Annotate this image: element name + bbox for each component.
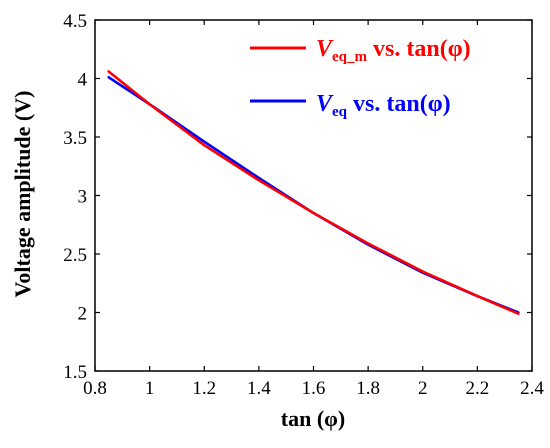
plot-frame — [94, 19, 533, 372]
x-tick-label: 2 — [418, 378, 428, 399]
y-tick-label: 4.5 — [63, 11, 87, 32]
y-tick-label: 3.5 — [63, 128, 87, 149]
axes-layer: 0.8 1 1.2 1.4 1.6 1.8 2 2.2 2.4 1.5 2 2.5 3 3.5 4 4.5 — [63, 11, 544, 399]
x-tick-label: 1.4 — [247, 378, 271, 399]
series-line-eq_m — [107, 70, 520, 315]
legend-label-var: V — [316, 36, 334, 62]
x-axis-label: tan (φ) — [281, 406, 345, 431]
legend-label-sub: eq_m — [332, 49, 368, 65]
series-line-eq — [107, 76, 520, 314]
legend-label-rest: vs. tan(φ) — [347, 91, 451, 117]
legend: Veq_m vs. tan(φ)Veq vs. tan(φ) — [250, 36, 471, 120]
x-tick-label: 0.8 — [83, 378, 107, 399]
y-axis-label: Voltage amplitude (V) — [10, 91, 35, 298]
legend-label: Veq_m vs. tan(φ) — [316, 36, 471, 65]
legend-label-sub: eq — [332, 104, 348, 120]
legend-label: Veq vs. tan(φ) — [316, 91, 451, 120]
y-tick-label: 4 — [78, 70, 88, 91]
x-tick-label: 1.6 — [302, 378, 326, 399]
legend-label-rest: vs. tan(φ) — [367, 36, 471, 62]
y-tick-label: 3 — [78, 187, 88, 208]
y-tick-label: 2.5 — [63, 245, 87, 266]
series-layer — [107, 70, 520, 315]
legend-item-eq: Veq vs. tan(φ) — [250, 91, 451, 120]
x-tick-label: 1 — [145, 378, 155, 399]
x-tick-label: 1.8 — [356, 378, 380, 399]
y-tick-label: 1.5 — [63, 362, 87, 383]
y-tick-label: 2 — [78, 304, 88, 325]
x-tick-label: 2.4 — [520, 378, 544, 399]
x-tick-label: 2.2 — [466, 378, 490, 399]
legend-label-var: V — [316, 91, 334, 117]
legend-item-eq_m: Veq_m vs. tan(φ) — [250, 36, 471, 65]
x-tick-label: 1.2 — [192, 378, 216, 399]
